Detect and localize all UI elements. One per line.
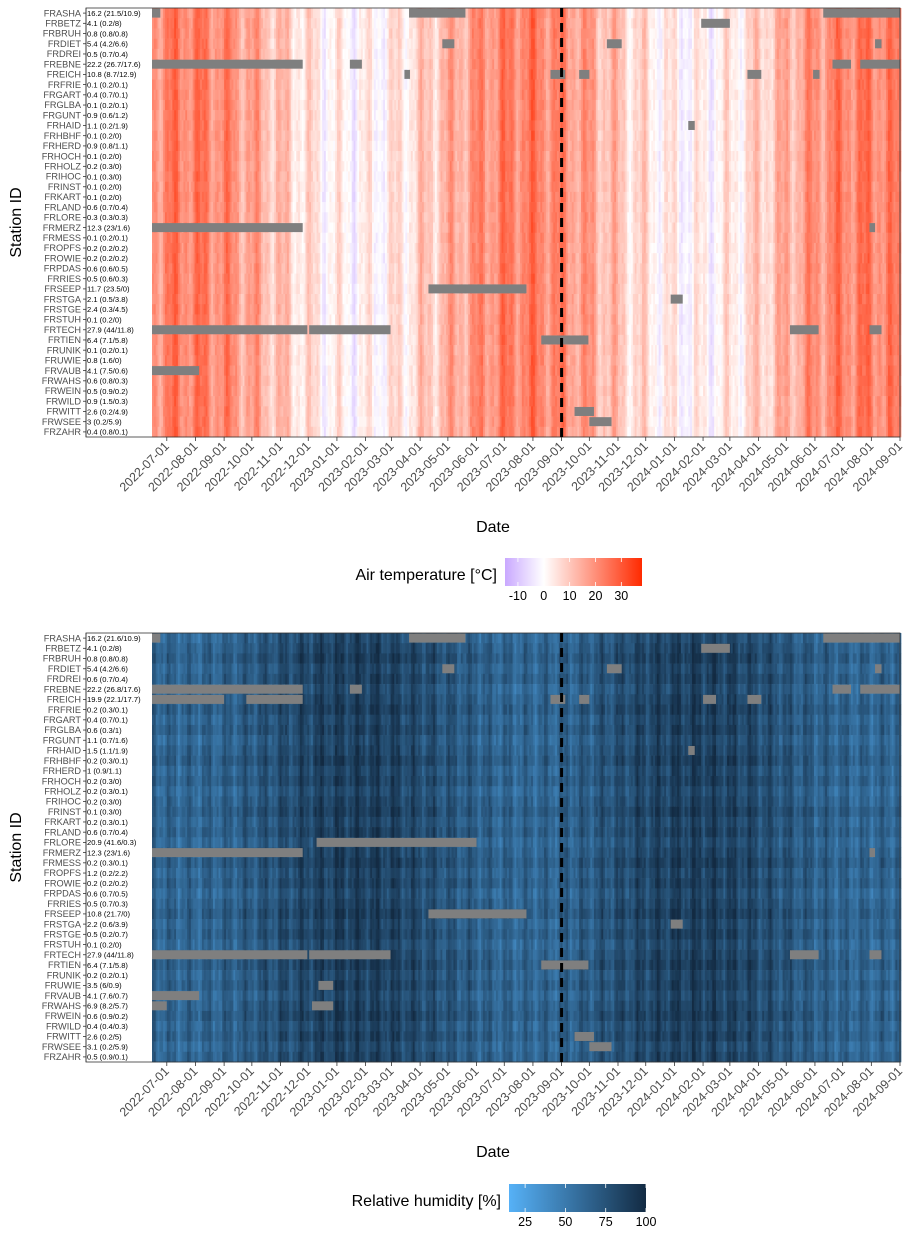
temperature-panel: FRASHA 16.2 (21.5/10.9) FRBETZ 4.1 (0.2/8) F… <box>0 0 910 615</box>
temperature-heatmap: FRASHA 16.2 (21.5/10.9)FRBETZ 4.1 (0.2/8)F… <box>0 0 910 615</box>
heatmap-cells <box>152 8 901 437</box>
